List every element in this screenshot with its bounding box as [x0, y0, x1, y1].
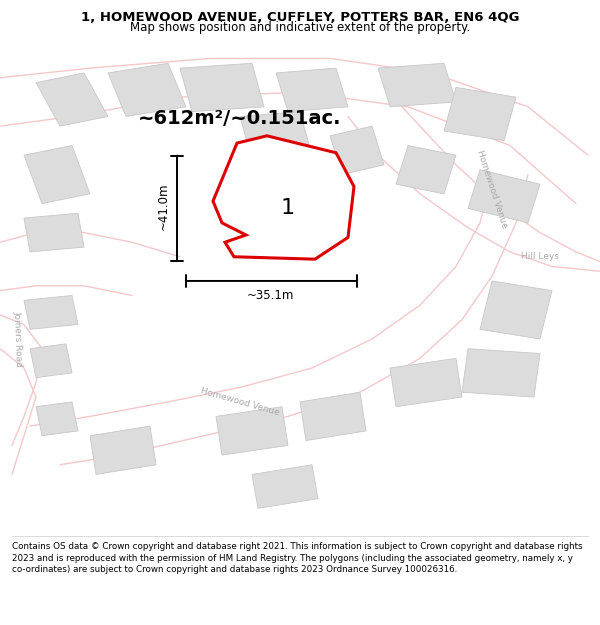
Polygon shape — [108, 63, 186, 116]
Polygon shape — [252, 465, 318, 508]
Polygon shape — [468, 169, 540, 223]
Text: ~41.0m: ~41.0m — [157, 182, 170, 230]
Polygon shape — [390, 358, 462, 407]
Text: 1, HOMEWOOD AVENUE, CUFFLEY, POTTERS BAR, EN6 4QG: 1, HOMEWOOD AVENUE, CUFFLEY, POTTERS BAR… — [81, 11, 519, 24]
Polygon shape — [213, 136, 354, 259]
Text: Homewood Venue: Homewood Venue — [199, 386, 281, 418]
Polygon shape — [480, 281, 552, 339]
Polygon shape — [30, 344, 72, 377]
Text: ~612m²/~0.151ac.: ~612m²/~0.151ac. — [138, 109, 342, 128]
Polygon shape — [396, 146, 456, 194]
Polygon shape — [276, 68, 348, 112]
Text: 1: 1 — [281, 198, 295, 218]
Text: Joiners Road: Joiners Road — [13, 311, 23, 367]
Polygon shape — [378, 63, 456, 107]
Polygon shape — [444, 88, 516, 141]
Polygon shape — [180, 63, 264, 112]
Polygon shape — [462, 349, 540, 397]
Polygon shape — [90, 426, 156, 474]
Polygon shape — [24, 296, 78, 329]
Polygon shape — [24, 213, 84, 252]
Polygon shape — [216, 407, 288, 455]
Polygon shape — [36, 402, 78, 436]
Polygon shape — [24, 146, 90, 204]
Polygon shape — [240, 112, 312, 160]
Polygon shape — [36, 73, 108, 126]
Text: Homewood Venue: Homewood Venue — [475, 149, 509, 229]
Text: Contains OS data © Crown copyright and database right 2021. This information is : Contains OS data © Crown copyright and d… — [12, 542, 583, 574]
Polygon shape — [300, 392, 366, 441]
Text: ~35.1m: ~35.1m — [247, 289, 293, 302]
Text: Map shows position and indicative extent of the property.: Map shows position and indicative extent… — [130, 21, 470, 34]
Text: Hill Leys: Hill Leys — [521, 253, 559, 261]
Polygon shape — [330, 126, 384, 174]
